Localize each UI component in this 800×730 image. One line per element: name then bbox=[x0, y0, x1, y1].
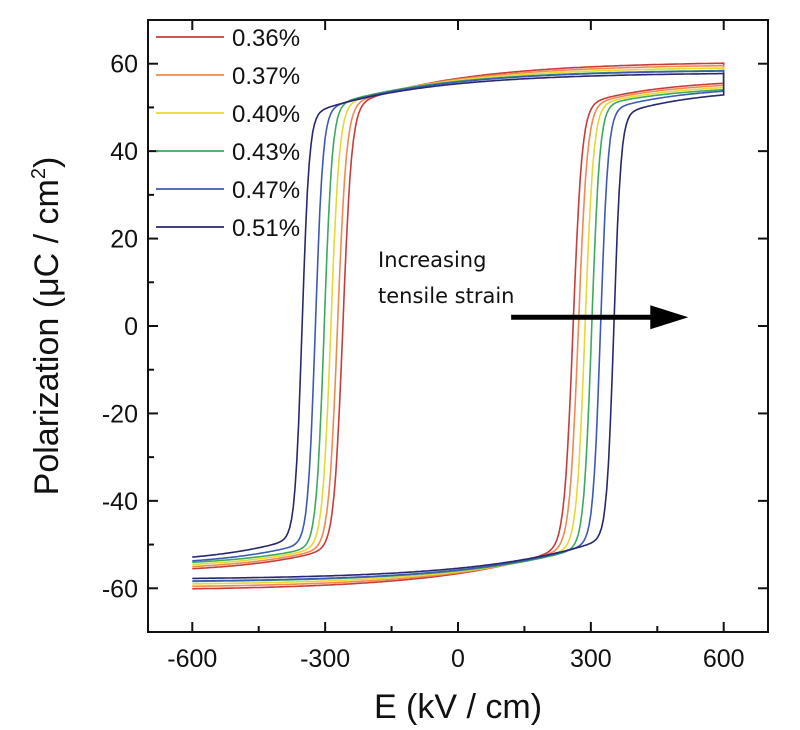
annotation-line-2: tensile strain bbox=[378, 284, 515, 308]
legend-label: 0.37% bbox=[232, 63, 300, 90]
y-axis-title-main: Polarization (μC / cm bbox=[28, 179, 66, 495]
axis-ticks: -600 -300 0 300 600 60 40 20 0 -20 -40 -60 bbox=[102, 20, 768, 673]
annotation-arrow bbox=[511, 305, 689, 330]
plot-background bbox=[148, 20, 768, 632]
y-tick-label: 0 bbox=[124, 313, 138, 341]
y-tick-label: 20 bbox=[110, 226, 138, 254]
hysteresis-loops bbox=[192, 62, 725, 590]
loop-series-line bbox=[192, 72, 725, 580]
legend-label: 0.47% bbox=[232, 177, 300, 204]
legend-label: 0.40% bbox=[232, 101, 300, 128]
x-axis-title: E (kV / cm) bbox=[374, 688, 542, 726]
arrow-head bbox=[650, 305, 689, 330]
y-tick-label: -60 bbox=[102, 575, 138, 603]
y-axis-title-superscript: 2 bbox=[28, 168, 50, 179]
y-tick-label: -20 bbox=[102, 400, 138, 428]
x-tick-label: 600 bbox=[703, 645, 745, 673]
x-tick-label: -300 bbox=[300, 645, 350, 673]
x-tick-label: 0 bbox=[451, 645, 465, 673]
y-tick-label: 40 bbox=[110, 138, 138, 166]
legend-label: 0.43% bbox=[232, 139, 300, 166]
legend: 0.36% 0.37% 0.40% 0.43% 0.47% 0.51% bbox=[156, 25, 300, 242]
x-tick-label: 300 bbox=[570, 645, 612, 673]
legend-label: 0.36% bbox=[232, 25, 300, 52]
y-axis-title: Polarization (μC / cm2) bbox=[28, 157, 66, 496]
y-tick-label: 60 bbox=[110, 51, 138, 79]
y-axis-title-tail: ) bbox=[28, 157, 66, 168]
x-tick-label: -600 bbox=[167, 645, 217, 673]
annotation-line-1: Increasing bbox=[378, 248, 486, 272]
legend-label: 0.51% bbox=[232, 215, 300, 242]
plot-frame bbox=[147, 19, 769, 633]
y-tick-label: -40 bbox=[102, 488, 138, 516]
